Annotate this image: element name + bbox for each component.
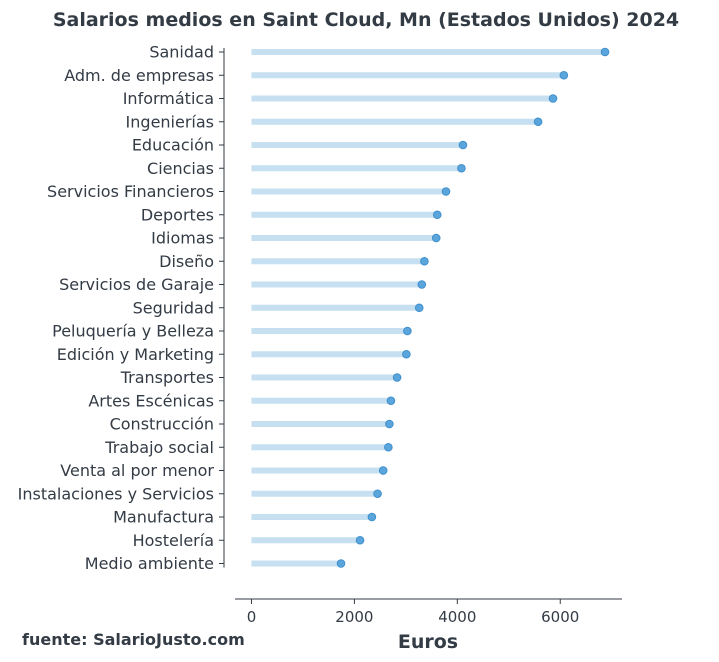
x-ticks: 0 2000 4000 6000	[247, 599, 579, 626]
data-point	[441, 187, 451, 196]
data-point	[559, 70, 569, 80]
category-label: Transportes	[120, 368, 214, 387]
category-label: Deportes	[141, 205, 214, 224]
data-point	[386, 396, 396, 406]
x-tick-label: 4000	[438, 608, 476, 626]
chart-title: Salarios medios en Saint Cloud, Mn (Esta…	[53, 9, 679, 31]
data-point	[373, 489, 382, 499]
data-point	[432, 210, 442, 220]
category-label: Idiomas	[151, 229, 214, 248]
data-point	[431, 233, 441, 243]
category-label: Peluquería y Belleza	[52, 322, 214, 341]
category-label: Servicios Financieros	[47, 182, 214, 201]
data-point	[600, 47, 610, 57]
category-label: Educación	[132, 136, 214, 155]
category-label: Manufactura	[113, 508, 214, 527]
category-label: Ciencias	[147, 159, 214, 178]
data-point	[402, 349, 411, 359]
x-tick-label: 0	[247, 608, 257, 626]
data-point	[385, 419, 394, 429]
category-label: Construcción	[110, 415, 214, 434]
category-label: Hostelería	[133, 531, 214, 550]
category-label: Informática	[123, 89, 214, 108]
data-point	[336, 559, 346, 568]
data-point	[548, 94, 558, 103]
data-point	[384, 442, 393, 452]
data-point	[457, 163, 466, 173]
data-point	[458, 140, 468, 150]
plot-area: Sanidad Adm. de empresas Informática Ingeni…	[18, 43, 610, 573]
data-point	[533, 117, 543, 127]
data-point	[378, 466, 388, 475]
category-label: Instalaciones y Servicios	[18, 484, 214, 503]
category-label: Venta al por menor	[60, 461, 214, 480]
category-label: Sanidad	[149, 43, 214, 62]
category-label: Trabajo social	[104, 438, 214, 457]
data-point	[392, 373, 402, 382]
data-point	[367, 512, 377, 522]
x-axis-label: Euros	[398, 631, 458, 653]
category-label: Artes Escénicas	[88, 391, 214, 410]
data-point	[403, 326, 412, 336]
data-point	[417, 280, 427, 289]
data-point	[355, 535, 365, 545]
category-label: Edición y Marketing	[57, 345, 214, 364]
category-label: Ingenierías	[126, 112, 214, 131]
category-label: Diseño	[159, 252, 214, 271]
category-label: Adm. de empresas	[64, 66, 214, 85]
category-label: Seguridad	[133, 298, 214, 317]
x-tick-label: 6000	[541, 608, 579, 626]
category-label: Medio ambiente	[85, 554, 214, 573]
data-point	[414, 303, 424, 313]
x-tick-label: 2000	[335, 608, 373, 626]
category-label: Servicios de Garaje	[59, 275, 214, 294]
source-note: fuente: SalarioJusto.com	[22, 630, 245, 649]
data-point	[420, 256, 429, 266]
